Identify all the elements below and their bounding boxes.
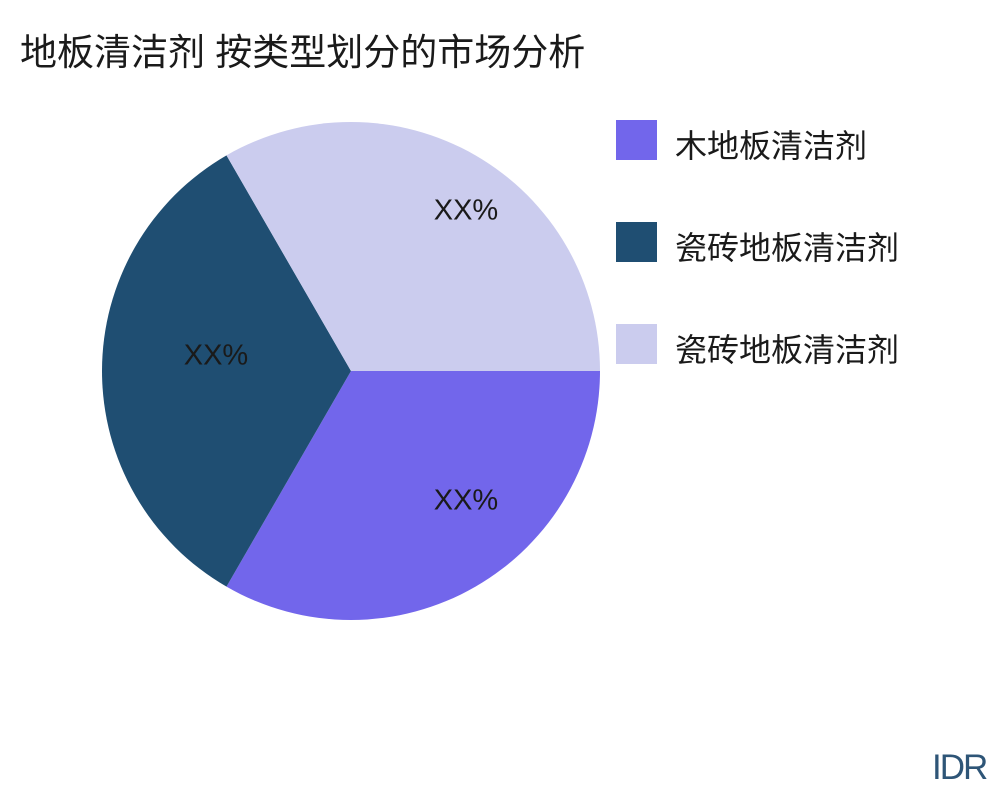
svg-text:XX%: XX%: [434, 195, 498, 227]
svg-text:XX%: XX%: [184, 340, 248, 372]
svg-text:XX%: XX%: [434, 485, 498, 517]
